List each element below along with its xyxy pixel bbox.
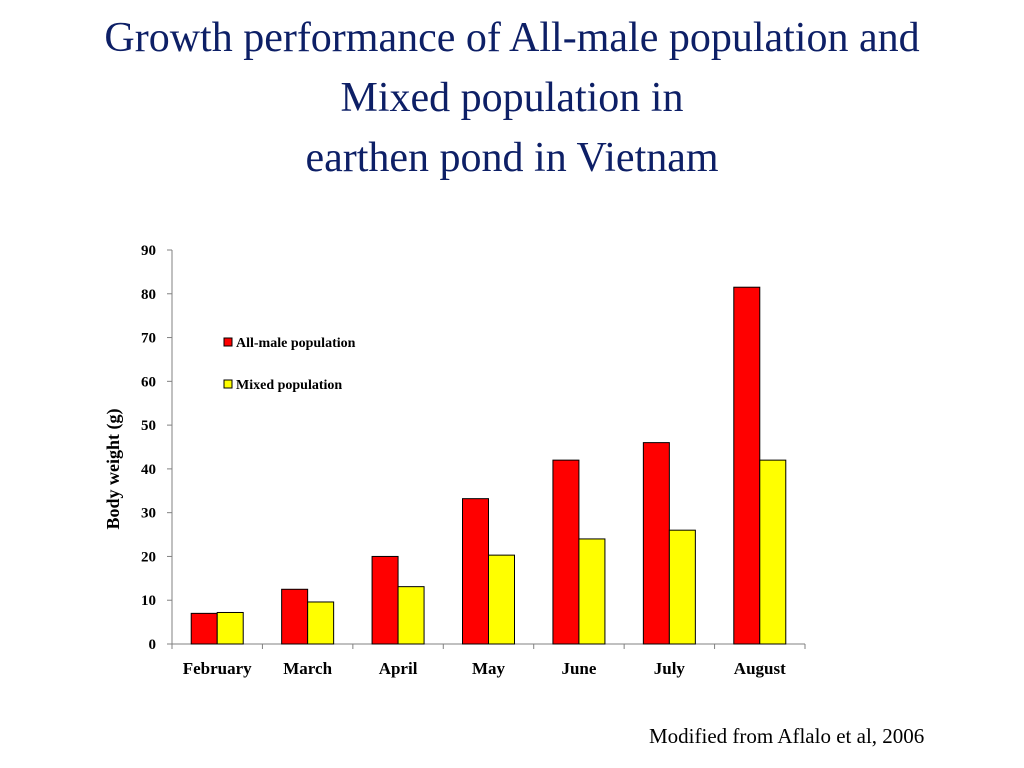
x-category-label: May	[472, 659, 506, 678]
bar	[371, 555, 399, 645]
y-tick-label: 20	[141, 549, 156, 565]
x-category-label: April	[379, 659, 418, 678]
bar	[488, 554, 515, 645]
y-tick-label: 50	[141, 418, 156, 434]
y-tick-label: 90	[141, 243, 156, 259]
legend-label: Mixed population	[236, 378, 342, 393]
bar	[759, 459, 787, 645]
y-tick-label: 80	[141, 287, 156, 303]
y-tick-label: 0	[149, 637, 157, 653]
bar	[462, 498, 489, 645]
legend-label: All-male population	[236, 336, 356, 351]
legend-swatch	[223, 379, 233, 389]
bar	[552, 459, 580, 645]
y-tick-label: 10	[141, 593, 156, 609]
x-category-label: February	[183, 659, 252, 678]
x-category-label: July	[654, 659, 686, 678]
bar	[307, 601, 335, 645]
bar	[668, 529, 696, 645]
title-line-2: Mixed population in	[340, 75, 684, 121]
y-tick-label: 60	[141, 374, 156, 390]
source-citation: Modified from Aflalo et al, 2006	[649, 724, 925, 748]
bar	[733, 286, 761, 645]
title-line-3: earthen pond in Vietnam	[305, 135, 719, 181]
bar	[190, 612, 218, 645]
y-tick-label: 30	[141, 506, 156, 522]
x-category-label: August	[734, 659, 786, 678]
legend-swatch	[223, 337, 233, 347]
bar	[216, 611, 244, 645]
y-axis-title: Body weight (g)	[103, 408, 124, 529]
slide-title: Growth performance of All-male populatio…	[0, 8, 1024, 188]
bar	[578, 538, 606, 645]
bar	[642, 442, 670, 645]
y-tick-label: 40	[141, 462, 156, 478]
x-category-label: March	[283, 659, 332, 678]
y-tick-label: 70	[141, 331, 156, 347]
bar	[397, 586, 425, 645]
x-category-label: June	[561, 659, 596, 678]
title-line-1: Growth performance of All-male populatio…	[104, 15, 920, 61]
bar	[281, 588, 309, 645]
